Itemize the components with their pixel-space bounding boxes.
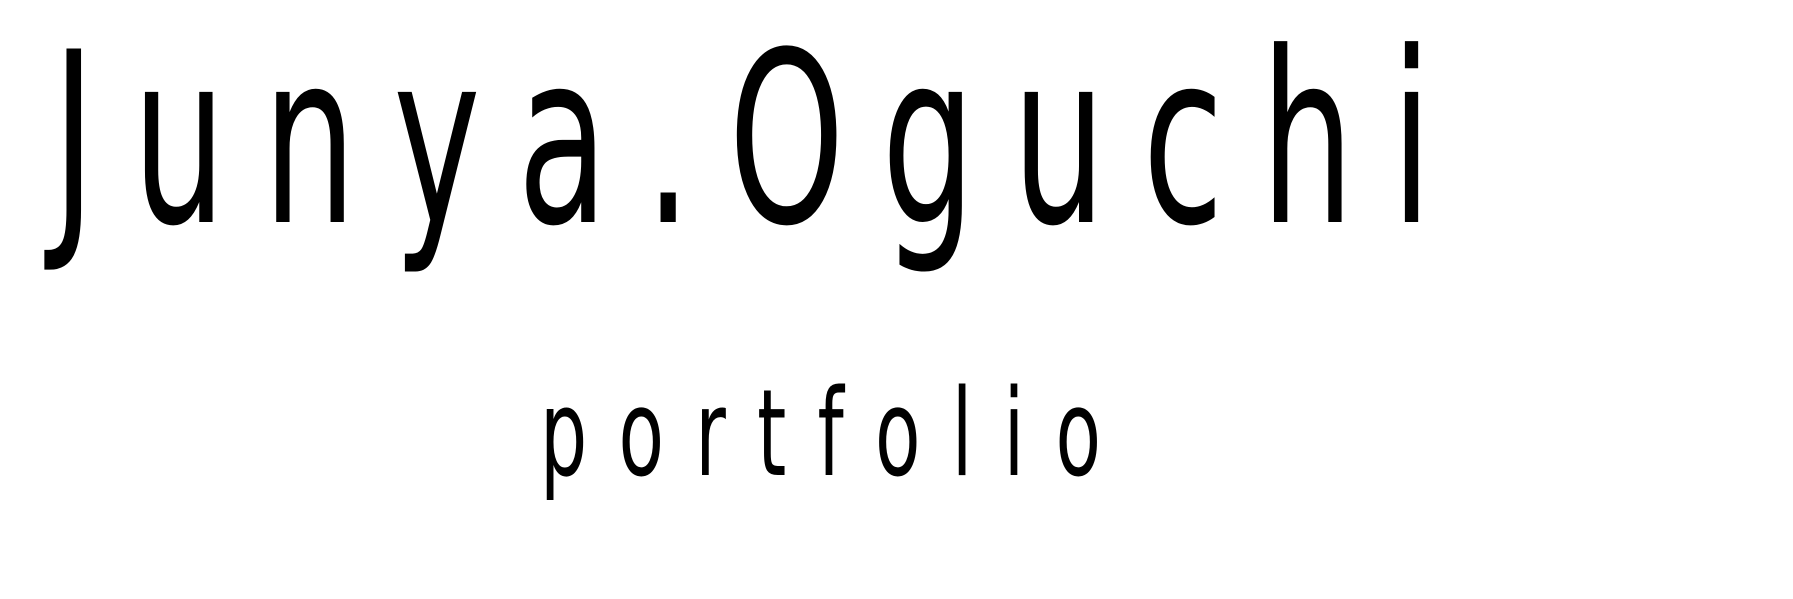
portfolio-subtitle: portfolio — [540, 365, 1133, 504]
site-name-title: Junya.Oguchi — [52, 2, 1469, 279]
